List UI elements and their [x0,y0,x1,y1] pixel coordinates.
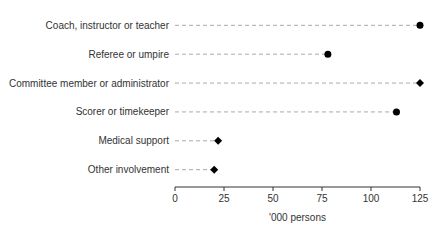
stem-line [175,169,214,170]
dot-diamond [210,166,218,174]
dot-circle [417,22,424,29]
x-tick [371,187,372,191]
x-axis-line [175,187,420,188]
x-axis-title: '000 persons [269,212,326,223]
plot-area [175,22,424,174]
x-tick-label: 75 [316,193,328,204]
chart-container: Other involvement Medical support Scorer o… [0,0,434,227]
page: {"chart_data": {"type": "dot", "categori… [0,0,434,227]
dots [210,22,424,174]
stem-line [175,111,396,112]
category-label: Referee or umpire [88,49,169,60]
stems [175,25,420,169]
dot-diamond [214,137,222,145]
x-tick [420,187,421,191]
dot-circle [393,108,400,115]
category-label: Scorer or timekeeper [76,106,170,117]
x-tick [224,187,225,191]
x-tick [322,187,323,191]
chart-svg: Other involvement Medical support Scorer o… [0,0,434,227]
dot-diamond [416,79,424,87]
x-axis: 0 25 50 75 100 125 [172,187,429,204]
x-tick-label: 50 [267,193,279,204]
dot-circle [324,51,331,58]
x-tick-label: 125 [412,193,429,204]
stem-line [175,54,328,55]
y-labels: Other involvement Medical support Scorer o… [9,20,170,175]
stem-line [175,83,420,84]
x-tick [273,187,274,191]
category-label: Coach, instructor or teacher [46,20,170,31]
x-tick [175,187,176,191]
x-tick-label: 25 [218,193,230,204]
x-tick-label: 100 [363,193,380,204]
stem-line [175,25,420,26]
category-label: Committee member or administrator [9,78,170,89]
x-tick-label: 0 [172,193,178,204]
category-label: Medical support [98,135,169,146]
category-label: Other involvement [88,164,169,175]
stem-line [175,140,218,141]
